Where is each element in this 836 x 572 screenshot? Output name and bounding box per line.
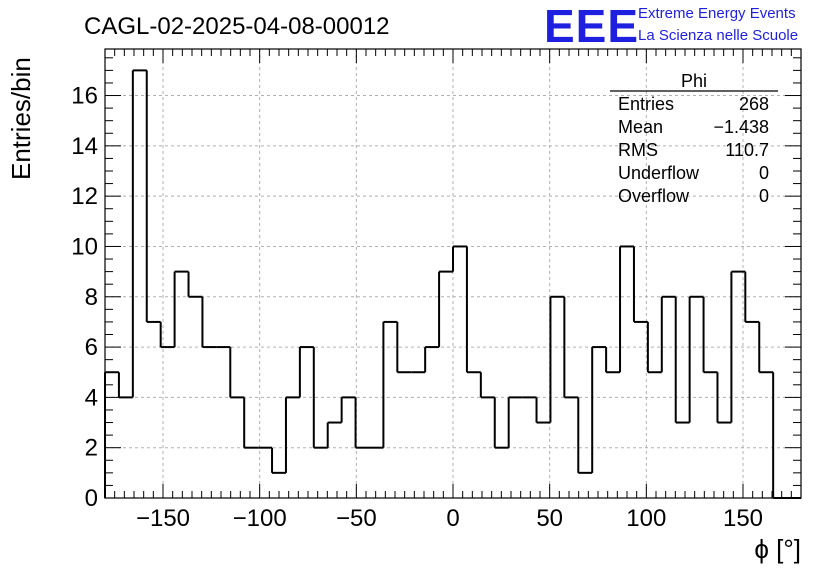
x-tick-label: 150 [723,505,763,532]
x-tick-label: −100 [233,505,287,532]
y-tick-label: 10 [71,233,98,260]
logo-line-2: La Scienza nelle Scuole [638,27,798,44]
x-tick-label: −150 [136,505,190,532]
stats-label-underflow: Underflow [618,163,700,183]
y-axis-label: Entries/bin [6,57,36,180]
stats-name: Phi [681,71,707,91]
y-tick-label: 0 [85,485,98,512]
stats-value-mean: −1.438 [713,117,769,137]
y-tick-label: 12 [71,183,98,210]
y-tick-label: 8 [85,284,98,311]
x-tick-label: 0 [446,505,459,532]
axis-ticks [105,49,801,499]
x-tick-label: 50 [536,505,563,532]
stats-label-rms: RMS [618,140,658,160]
grid [105,49,801,499]
stats-label-mean: Mean [618,117,663,137]
y-tick-label: 4 [85,384,98,411]
chart-title: CAGL-02-2025-04-08-00012 [84,13,390,40]
stats-label-overflow: Overflow [618,186,690,206]
stats-value-overflow: 0 [759,186,769,206]
eee-logo: EEE [544,0,639,52]
stats-value-entries: 268 [739,94,769,114]
plot-frame [104,48,802,499]
tick-labels: −150 −100 −50 0 50 100 150 0 2 4 6 8 10 12 14 16 [71,83,763,532]
stats-box: Phi Entries 268 Mean −1.438 RMS 110.7 Un… [610,71,778,206]
y-tick-label: 6 [85,334,98,361]
stats-value-rms: 110.7 [725,140,769,160]
x-tick-label: −50 [336,505,377,532]
logo-line-1: Extreme Energy Events [638,5,796,22]
y-tick-label: 2 [85,435,98,462]
x-axis-label: ϕ [°] [754,534,801,564]
y-tick-label: 14 [71,133,98,160]
stats-label-entries: Entries [618,94,674,114]
stats-value-underflow: 0 [759,163,769,183]
x-tick-label: 100 [626,505,666,532]
y-tick-label: 16 [71,83,98,110]
